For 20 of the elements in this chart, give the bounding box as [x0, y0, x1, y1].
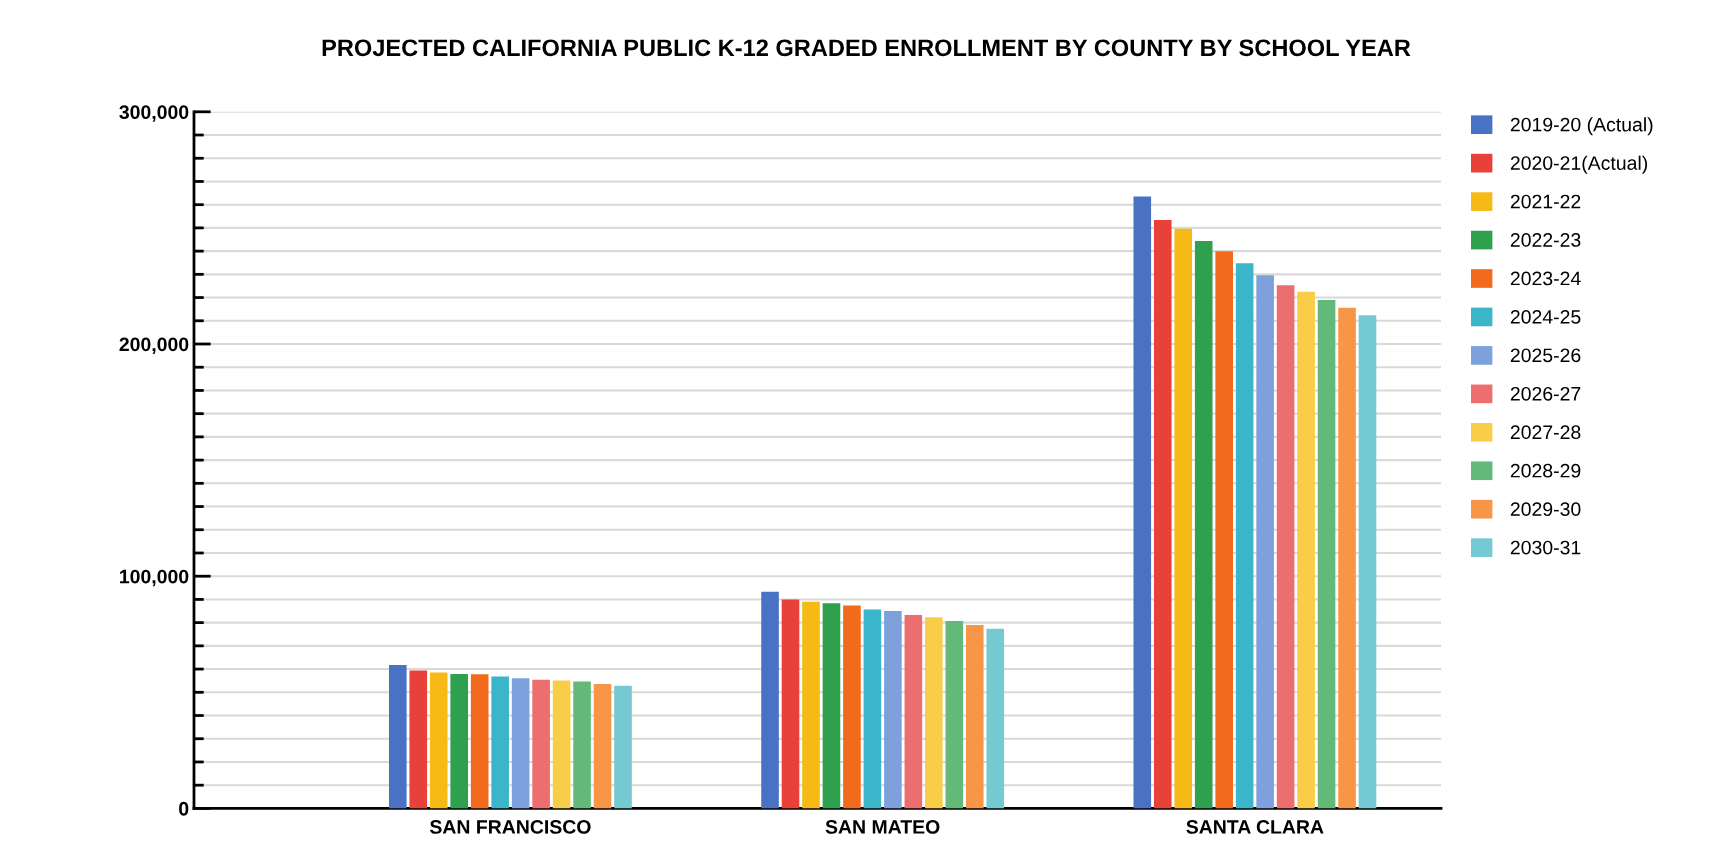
chart-title: PROJECTED CALIFORNIA PUBLIC K-12 GRADED ENROLLMENT BY COUNTY BY SCHOOL YEAR — [322, 39, 1411, 57]
legend-label: 2026-27 — [1510, 386, 1581, 401]
y-tick-label: 300,000 — [119, 105, 189, 122]
x-tick-label: SAN FRANCISCO — [429, 820, 591, 834]
legend-label: 2022-23 — [1510, 233, 1581, 247]
legend-label: 2029-30 — [1510, 502, 1581, 517]
x-tick-label: SANTA CLARA — [1186, 820, 1324, 834]
legend-label: 2019-20 (Actual) — [1510, 117, 1653, 136]
legend-label: 2025-26 — [1510, 348, 1581, 363]
x-tick-label: SAN MATEO — [825, 820, 940, 834]
y-tick-label: 100,000 — [120, 569, 189, 587]
legend-label: 2023-24 — [1510, 271, 1581, 286]
legend-label: 2027-28 — [1510, 425, 1581, 440]
legend-label: 2024-25 — [1510, 309, 1581, 324]
y-tick-label: 200,000 — [119, 337, 189, 355]
legend-label: 2020-21(Actual) — [1510, 155, 1648, 174]
y-tick-label: 0 — [179, 801, 189, 816]
legend-label: 2028-29 — [1510, 463, 1581, 478]
legend-label: 2030-31 — [1510, 540, 1581, 555]
legend-label: 2021-22 — [1510, 194, 1581, 209]
